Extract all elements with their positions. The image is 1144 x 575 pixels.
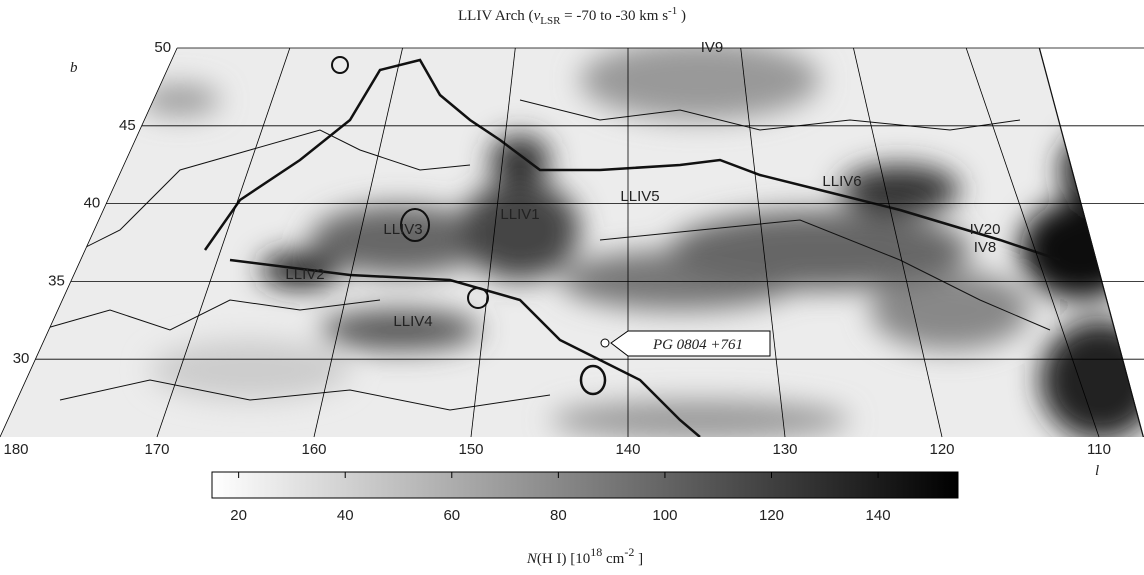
colorbar xyxy=(211,471,959,499)
title: LLIV Arch (vLSR = -70 to -30 km s-1 ) xyxy=(458,5,686,27)
l-tick-label: 130 xyxy=(772,441,797,458)
longitude-line xyxy=(313,47,403,438)
graticule xyxy=(0,47,1144,438)
longitude-line xyxy=(0,47,178,438)
colorbar-tick-label: 140 xyxy=(866,507,891,524)
b-tick-label: 40 xyxy=(84,195,101,212)
region-label: IV9 xyxy=(701,39,724,56)
longitude-line xyxy=(740,47,786,438)
colorbar-tick-label: 60 xyxy=(443,507,460,524)
l-tick-label: 120 xyxy=(929,441,954,458)
x-axis-label: l xyxy=(1095,463,1099,479)
l-tick-label: 150 xyxy=(458,441,483,458)
l-tick-label: 180 xyxy=(3,441,28,458)
region-label: LLIV4 xyxy=(393,313,432,330)
region-label: IV8 xyxy=(974,239,997,256)
target-marker: PG 0804 +761 xyxy=(600,330,771,357)
region-label: LLIV1 xyxy=(500,206,539,223)
colorbar-tick-label: 20 xyxy=(230,507,247,524)
region-label: LLIV6 xyxy=(822,173,861,190)
longitude-line xyxy=(156,47,291,438)
map-image xyxy=(0,48,1144,437)
longitude-line xyxy=(965,47,1100,438)
region-label: LLIV3 xyxy=(383,221,422,238)
colorbar-tick-label: 100 xyxy=(652,507,677,524)
l-tick-label: 110 xyxy=(1087,441,1111,458)
colorbar-tick-label: 120 xyxy=(759,507,784,524)
colorbar-tick-label: 40 xyxy=(337,507,354,524)
longitude-line xyxy=(853,47,943,438)
y-axis-label: b xyxy=(70,60,78,76)
colorbar-tick-label: 80 xyxy=(550,507,567,524)
region-label: LLIV5 xyxy=(620,188,659,205)
target-label: PG 0804 +761 xyxy=(652,337,743,353)
b-tick-label: 45 xyxy=(119,117,136,134)
b-tick-label: 30 xyxy=(13,350,30,367)
b-tick-label: 50 xyxy=(154,39,171,56)
longitude-line xyxy=(470,47,516,438)
region-label: IV20 xyxy=(970,221,1001,238)
labels: 50 45 40 35 30 180 170 160 150 140 130 120 110 IV9 LLI… xyxy=(3,39,1110,458)
l-tick-label: 170 xyxy=(144,441,169,458)
l-tick-label: 140 xyxy=(615,441,640,458)
colorbar-ticks: 20 40 60 80 100 120 140 xyxy=(230,472,891,524)
region-label: LLIV2 xyxy=(285,266,324,283)
l-tick-label: 160 xyxy=(301,441,326,458)
b-tick-label: 35 xyxy=(48,272,65,289)
colorbar-label: N(H I) [1018 cm-2 ] xyxy=(526,545,643,567)
